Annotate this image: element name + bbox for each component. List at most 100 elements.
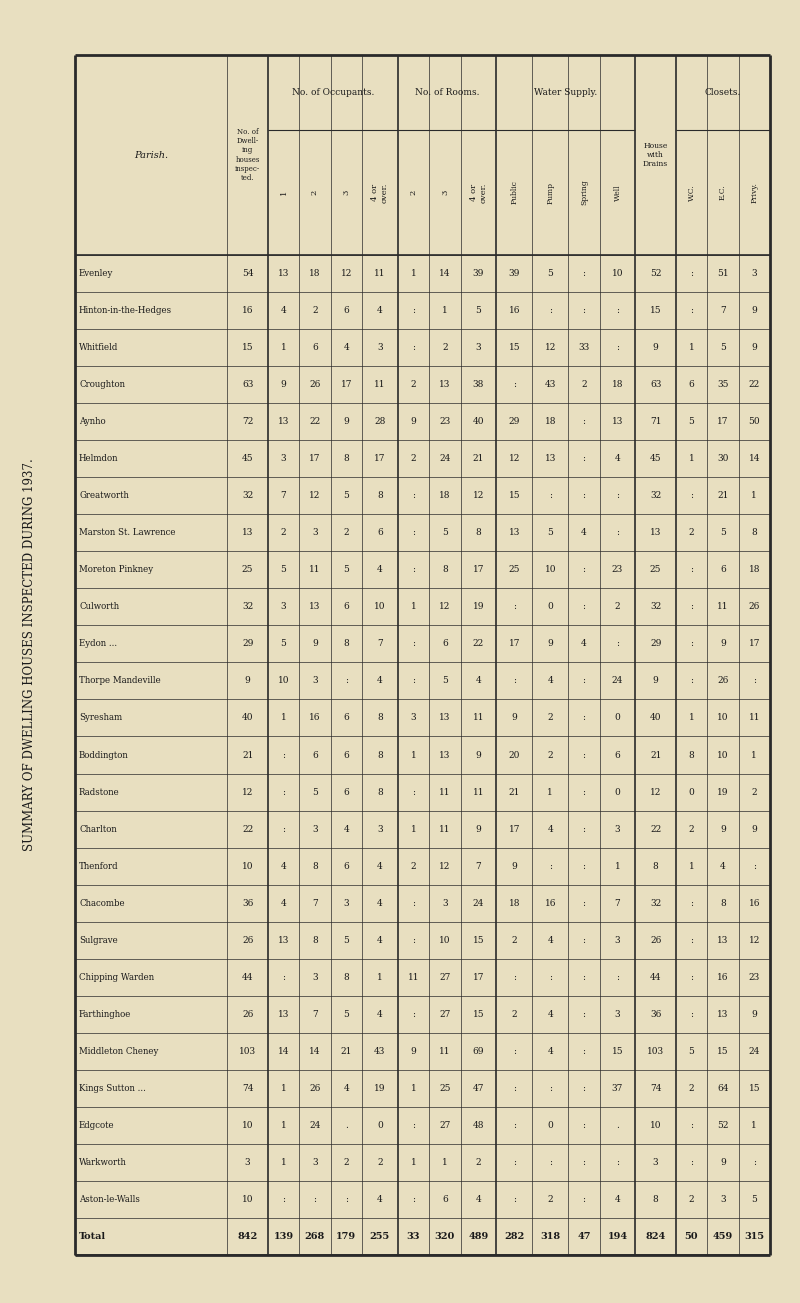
Text: 4: 4	[343, 343, 349, 352]
Text: 3: 3	[476, 343, 482, 352]
Text: 6: 6	[614, 751, 621, 760]
Text: 8: 8	[689, 751, 694, 760]
Text: 12: 12	[341, 268, 352, 278]
Text: 17: 17	[374, 455, 386, 463]
Text: Helmdon: Helmdon	[79, 455, 118, 463]
Text: 255: 255	[370, 1231, 390, 1240]
Text: 0: 0	[689, 787, 694, 796]
Text: Public: Public	[510, 181, 518, 205]
Text: Croughton: Croughton	[79, 380, 125, 390]
Text: Water Supply.: Water Supply.	[534, 89, 598, 96]
Text: :: :	[549, 1084, 552, 1093]
Text: 2: 2	[410, 380, 416, 390]
Text: 13: 13	[439, 714, 450, 722]
Text: 17: 17	[717, 417, 729, 426]
Text: Privy.: Privy.	[750, 182, 758, 203]
Text: 11: 11	[374, 268, 386, 278]
Text: 3: 3	[441, 190, 449, 195]
Text: 9: 9	[547, 640, 553, 649]
Text: 4: 4	[547, 676, 553, 685]
Text: Spring: Spring	[580, 180, 588, 206]
Text: 1: 1	[281, 1121, 286, 1130]
Text: 1: 1	[689, 714, 694, 722]
Text: 4: 4	[547, 825, 553, 834]
Text: 7: 7	[720, 306, 726, 315]
Text: 18: 18	[309, 268, 321, 278]
Text: 3: 3	[312, 1158, 318, 1167]
Text: 12: 12	[309, 491, 321, 500]
Text: 19: 19	[374, 1084, 386, 1093]
Text: 26: 26	[650, 936, 662, 945]
Text: 318: 318	[540, 1231, 560, 1240]
Text: 38: 38	[473, 380, 484, 390]
Text: 3: 3	[614, 1010, 620, 1019]
Text: 4: 4	[614, 455, 621, 463]
Text: 32: 32	[242, 602, 254, 611]
Text: 4: 4	[581, 528, 586, 537]
Text: 2: 2	[476, 1158, 482, 1167]
Text: 0: 0	[614, 714, 621, 722]
Text: 3: 3	[720, 1195, 726, 1204]
Text: 12: 12	[242, 787, 254, 796]
Text: 9: 9	[720, 640, 726, 649]
Text: 459: 459	[713, 1231, 733, 1240]
Text: 10: 10	[278, 676, 290, 685]
Text: :: :	[282, 1195, 285, 1204]
Text: 3: 3	[614, 936, 620, 945]
Text: :: :	[582, 1084, 586, 1093]
Text: 10: 10	[374, 602, 386, 611]
Text: 13: 13	[278, 1010, 289, 1019]
Text: 10: 10	[650, 1121, 662, 1130]
Text: 25: 25	[650, 566, 662, 575]
Text: 13: 13	[278, 268, 289, 278]
Text: 489: 489	[469, 1231, 489, 1240]
Text: 6: 6	[689, 380, 694, 390]
Text: 1: 1	[442, 1158, 448, 1167]
Text: 69: 69	[473, 1046, 484, 1055]
Text: 9: 9	[653, 676, 658, 685]
Text: 13: 13	[509, 528, 520, 537]
Text: 3: 3	[377, 343, 382, 352]
Text: 13: 13	[718, 1010, 729, 1019]
Text: :: :	[582, 1046, 586, 1055]
Text: 10: 10	[242, 861, 254, 870]
Text: Greatworth: Greatworth	[79, 491, 129, 500]
Text: 14: 14	[278, 1046, 290, 1055]
Text: 13: 13	[718, 936, 729, 945]
Text: :: :	[616, 973, 619, 981]
Text: 1: 1	[281, 714, 286, 722]
Text: :: :	[513, 973, 516, 981]
Text: 11: 11	[439, 787, 450, 796]
Text: 22: 22	[749, 380, 760, 390]
Text: 13: 13	[439, 751, 450, 760]
Text: 22: 22	[650, 825, 662, 834]
Text: 1: 1	[410, 602, 417, 611]
Text: :: :	[549, 973, 552, 981]
Text: 40: 40	[242, 714, 254, 722]
Text: 4: 4	[377, 1195, 382, 1204]
Text: 1: 1	[377, 973, 382, 981]
Text: 1: 1	[410, 825, 417, 834]
Text: 10: 10	[439, 936, 450, 945]
Text: 4: 4	[377, 676, 382, 685]
Text: 5: 5	[720, 343, 726, 352]
Text: Edgcote: Edgcote	[79, 1121, 114, 1130]
Text: 14: 14	[309, 1046, 321, 1055]
Text: House
with
Drains: House with Drains	[643, 142, 668, 168]
Text: 6: 6	[312, 751, 318, 760]
Text: 4: 4	[281, 899, 286, 908]
Text: :: :	[549, 1158, 552, 1167]
Text: :: :	[549, 861, 552, 870]
Text: :: :	[513, 1195, 516, 1204]
Text: 30: 30	[718, 455, 729, 463]
Text: :: :	[582, 306, 586, 315]
Text: :: :	[690, 899, 693, 908]
Text: 32: 32	[650, 602, 662, 611]
Text: 5: 5	[476, 306, 482, 315]
Text: 2: 2	[512, 936, 518, 945]
Text: 4: 4	[377, 899, 382, 908]
Text: 24: 24	[439, 455, 450, 463]
Text: 47: 47	[577, 1231, 590, 1240]
Text: 17: 17	[473, 566, 484, 575]
Text: :: :	[513, 676, 516, 685]
